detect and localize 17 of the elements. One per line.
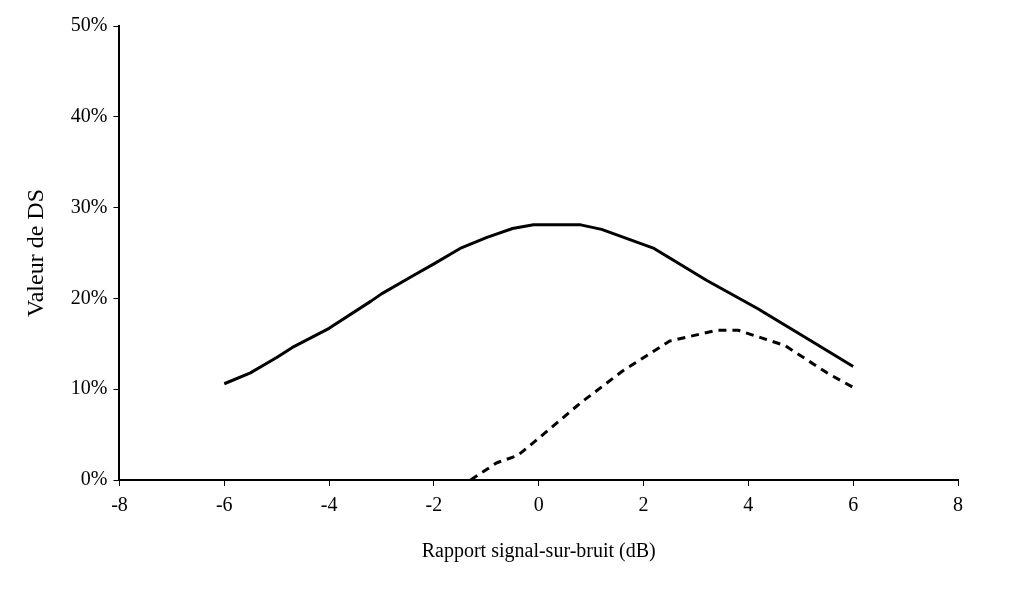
- y-tick-label: 40%: [70, 104, 108, 127]
- x-axis-title: Rapport signal-sur-bruit (dB): [421, 539, 656, 563]
- y-tick-label: 30%: [70, 194, 108, 217]
- x-tick-label: -2: [425, 493, 443, 516]
- x-tick-label: 0: [533, 493, 544, 516]
- x-tick-label: -8: [111, 493, 128, 516]
- y-tick-label: 0%: [80, 467, 108, 490]
- x-tick-label: 2: [638, 493, 649, 516]
- y-tick-label: 20%: [70, 285, 108, 308]
- y-tick-label: 10%: [70, 376, 108, 399]
- x-tick-label: 8: [953, 493, 963, 516]
- x-tick-label: -6: [215, 493, 233, 516]
- x-tick-label: 6: [848, 493, 859, 516]
- x-tick-label: 4: [743, 493, 754, 516]
- y-axis-title: Valeur de DS: [21, 189, 48, 317]
- x-tick-label: -4: [320, 493, 338, 516]
- y-tick-label: 50%: [70, 13, 108, 36]
